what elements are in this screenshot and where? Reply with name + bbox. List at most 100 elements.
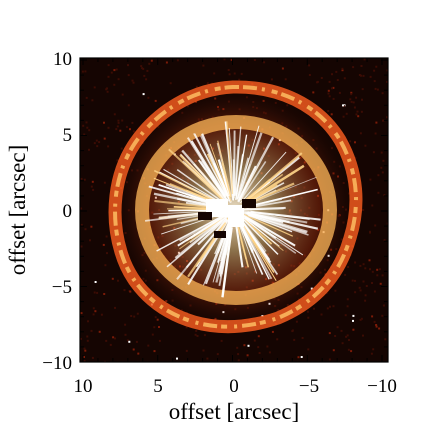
noise-speck xyxy=(352,314,355,317)
noise-speck xyxy=(86,335,89,338)
noise-speck xyxy=(145,78,148,81)
noise-speck xyxy=(132,81,135,84)
central-rays xyxy=(144,121,321,298)
noise-speck xyxy=(136,312,139,315)
noise-speck xyxy=(301,337,304,339)
noise-speck xyxy=(327,110,330,112)
noise-speck xyxy=(84,228,87,231)
ray xyxy=(198,222,227,263)
noise-speck xyxy=(316,81,319,84)
noise-speck xyxy=(328,80,331,83)
noise-speck xyxy=(327,92,330,95)
noise-speck xyxy=(346,305,349,308)
noise-speck xyxy=(359,318,362,321)
noise-speck xyxy=(124,323,127,326)
noise-speck xyxy=(364,144,367,147)
noise-speck xyxy=(96,291,99,294)
noise-speck xyxy=(148,62,151,65)
noise-speck xyxy=(258,352,261,354)
noise-speck xyxy=(96,145,99,148)
ray xyxy=(248,214,293,233)
noise-speck xyxy=(117,279,119,282)
noise-speck xyxy=(354,261,357,264)
noise-speck xyxy=(375,65,378,68)
noise-speck xyxy=(83,360,86,362)
noise-speck xyxy=(331,73,333,76)
noise-speck xyxy=(328,332,331,335)
noise-speck xyxy=(360,65,363,67)
noise-speck xyxy=(354,279,356,282)
noise-speck xyxy=(150,59,153,62)
noise-speck xyxy=(154,99,157,102)
core-gap xyxy=(242,199,256,208)
noise-speck xyxy=(90,185,93,188)
ray xyxy=(244,216,277,239)
noise-speck xyxy=(115,68,118,71)
noise-speck xyxy=(228,73,231,76)
noise-speck xyxy=(169,82,172,85)
noise-speck xyxy=(362,74,365,77)
noise-speck xyxy=(117,78,120,81)
noise-speck xyxy=(83,178,86,181)
noise-speck xyxy=(125,125,128,128)
noise-speck xyxy=(132,130,135,133)
ray xyxy=(194,133,230,202)
noise-speck xyxy=(360,110,363,113)
noise-speck xyxy=(240,72,243,75)
x-tick-label: 5 xyxy=(153,376,163,397)
ray xyxy=(244,164,305,204)
noise-speck xyxy=(128,340,131,343)
ray xyxy=(236,132,263,200)
noise-speck xyxy=(93,86,96,89)
noise-speck xyxy=(124,333,127,336)
ray xyxy=(244,212,282,223)
noise-speck xyxy=(332,97,335,100)
ray xyxy=(197,215,229,246)
noise-speck xyxy=(377,174,380,177)
noise-speck xyxy=(114,337,116,340)
noise-speck xyxy=(386,69,388,72)
noise-speck xyxy=(360,74,362,77)
noise-speck xyxy=(153,326,156,329)
noise-speck xyxy=(384,338,387,341)
noise-speck xyxy=(82,124,85,127)
noise-speck xyxy=(253,59,256,61)
noise-speck xyxy=(113,83,116,86)
noise-speck xyxy=(106,252,108,255)
noise-speck xyxy=(335,70,338,73)
noise-speck xyxy=(293,338,296,341)
noise-speck xyxy=(347,348,350,351)
noise-speck xyxy=(352,319,354,322)
noise-speck xyxy=(271,330,274,333)
noise-speck xyxy=(86,339,89,342)
noise-speck xyxy=(142,93,145,96)
ray xyxy=(176,218,228,280)
x-tick-label: 10 xyxy=(74,376,93,397)
y-tick-labels: 10 5 0 −5 −10 xyxy=(42,49,72,374)
noise-speck xyxy=(381,314,384,317)
noise-speck xyxy=(107,145,110,148)
ray xyxy=(250,210,321,221)
noise-speck xyxy=(373,80,376,83)
noise-speck xyxy=(386,80,388,83)
ray xyxy=(240,214,277,245)
ray xyxy=(219,221,232,275)
noise-speck xyxy=(373,320,376,323)
noise-speck xyxy=(358,286,361,289)
noise-speck xyxy=(381,274,384,277)
noise-speck xyxy=(104,264,107,267)
noise-speck xyxy=(369,231,371,234)
noise-speck xyxy=(355,113,358,116)
noise-speck xyxy=(374,87,377,90)
noise-speck xyxy=(353,106,356,109)
x-tick-labels: 10 5 0 −5 −10 xyxy=(74,376,397,397)
noise-speck xyxy=(105,235,108,238)
noise-speck xyxy=(348,339,350,341)
noise-speck xyxy=(83,133,86,136)
noise-speck xyxy=(386,116,388,119)
noise-speck xyxy=(246,354,249,357)
noise-speck xyxy=(156,318,159,321)
noise-speck xyxy=(141,67,144,70)
noise-speck xyxy=(327,89,330,92)
ray xyxy=(243,206,286,211)
